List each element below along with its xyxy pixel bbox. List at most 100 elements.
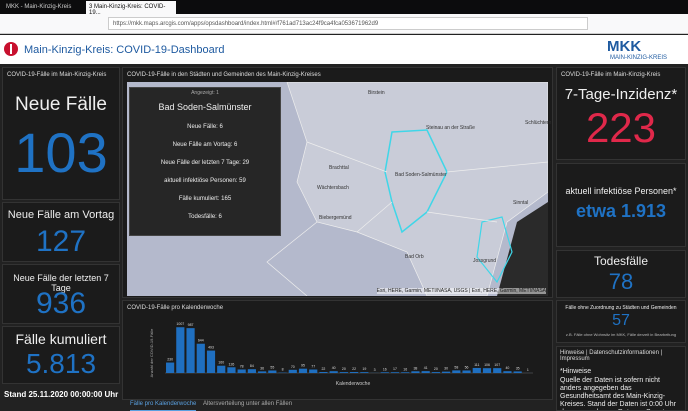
logo: MKK bbox=[607, 38, 642, 55]
bar bbox=[380, 372, 389, 373]
links[interactable]: Hinweise | Datenschutzinformationen | Im… bbox=[560, 350, 663, 362]
place: Wächtersbach bbox=[317, 185, 349, 191]
value-label: 55 bbox=[270, 366, 274, 370]
value-label: 70 bbox=[291, 365, 295, 369]
bar bbox=[258, 371, 267, 373]
card-value: 223 bbox=[585, 104, 657, 151]
value-label: 107 bbox=[494, 363, 500, 367]
value-label: 111 bbox=[474, 363, 479, 367]
card-value: 57 bbox=[612, 312, 630, 329]
value-label: 78 bbox=[240, 364, 244, 368]
card: aktuell infektiöse Personen* etwa 1.913 bbox=[556, 163, 686, 247]
value-label: 8 bbox=[282, 368, 284, 372]
value-label: 987 bbox=[188, 323, 194, 327]
tab[interactable]: MKK - Main-Kinzig-Kreis bbox=[6, 4, 72, 10]
bar bbox=[493, 368, 502, 373]
bar bbox=[411, 371, 420, 373]
bar bbox=[360, 372, 369, 373]
popup-line: aktuell infektiöse Personen: 59 bbox=[164, 178, 246, 184]
card: COVID-19-Fälle im Main-Kinzig-Kreis Neue… bbox=[2, 67, 120, 200]
place: Bad Soden-Salmünster bbox=[395, 172, 447, 178]
bar bbox=[166, 362, 175, 373]
value-label: 22 bbox=[321, 367, 325, 371]
bar bbox=[452, 370, 461, 373]
value-label: 40 bbox=[332, 366, 336, 370]
card-value: 103 bbox=[14, 121, 108, 184]
url-bar[interactable]: https://mkk.maps.arcgis.com/apps/opsdash… bbox=[108, 17, 588, 30]
logo-icon bbox=[4, 42, 18, 56]
place: Jossgrund bbox=[473, 258, 497, 264]
tab[interactable]: Altersverteilung unter allen Fällen bbox=[203, 401, 293, 407]
card: Neue Fälle am Vortag 127 bbox=[2, 202, 120, 262]
value-label: 38 bbox=[413, 366, 417, 370]
card-label: aktuell infektiöse Personen* bbox=[565, 186, 677, 196]
bar bbox=[421, 371, 430, 373]
card-label: 7-Tage-Inzidenz* bbox=[564, 86, 678, 103]
popup-count: Angezeigt: 1 bbox=[191, 90, 219, 96]
bar bbox=[350, 372, 359, 373]
logo-sub: MAIN-KINZIG-KREIS bbox=[610, 55, 668, 61]
chart: Anzahl der COVID-19-Fälle Kalenderwoche … bbox=[149, 322, 533, 387]
tab[interactable]: Fälle pro Kalenderwoche bbox=[130, 401, 197, 411]
card: Fälle ohne Zuordnung zu Städten und Geme… bbox=[556, 300, 686, 343]
bar bbox=[482, 368, 492, 373]
tab-active[interactable]: 3 Main-Kinzig-Kreis: COVID-19... bbox=[86, 1, 176, 16]
card-label: Neue Fälle am Vortag bbox=[7, 209, 115, 221]
bar bbox=[309, 369, 318, 373]
value-label: 41 bbox=[424, 366, 428, 370]
bar bbox=[442, 371, 451, 373]
header: Main-Kinzig-Kreis: COVID-19-Dashboard MK… bbox=[0, 35, 688, 64]
value-label: 16 bbox=[383, 367, 387, 371]
bar bbox=[206, 350, 216, 373]
bar bbox=[339, 372, 348, 373]
place: Bad Orb bbox=[405, 254, 424, 260]
bar bbox=[298, 368, 308, 373]
popup-line: Neue Fälle: 6 bbox=[187, 124, 223, 130]
value-label: 493 bbox=[208, 346, 214, 350]
place: Schlüchtern bbox=[525, 120, 552, 126]
card: Fälle kumuliert 5.813 bbox=[2, 326, 120, 384]
card-heading: COVID-19-Fälle im Main-Kinzig-Kreis bbox=[7, 72, 107, 78]
place: Brachttal bbox=[329, 165, 349, 171]
card-label: Todesfälle bbox=[593, 254, 649, 268]
popup-line: Neue Fälle der letzten 7 Tage: 29 bbox=[160, 160, 250, 166]
y-axis-label: Anzahl der COVID-19-Fälle bbox=[149, 328, 154, 377]
value-label: 84 bbox=[250, 364, 254, 368]
value-label: 95 bbox=[301, 364, 305, 368]
card-value: 5.813 bbox=[25, 348, 97, 379]
popup-title: Bad Soden-Salmünster bbox=[158, 102, 252, 112]
title: Main-Kinzig-Kreis: COVID-19-Dashboard bbox=[24, 44, 225, 56]
bar bbox=[401, 372, 410, 373]
card-heading: COVID-19-Fälle im Main-Kinzig-Kreis bbox=[561, 72, 661, 78]
card-value: etwa 1.913 bbox=[575, 201, 667, 221]
bar bbox=[513, 371, 522, 373]
stand: Stand 25.11.2020 00:00:00 Uhr bbox=[4, 390, 119, 399]
value-label: 160 bbox=[218, 361, 224, 365]
popup: Angezeigt: 1 Bad Soden-Salmünster Neue F… bbox=[129, 87, 281, 236]
value-label: 16 bbox=[403, 367, 407, 371]
value-label: 56 bbox=[465, 365, 469, 369]
attribution: Esri, HERE, Garmin, METI/NASA, USGS | Es… bbox=[376, 288, 546, 294]
value-label: 126 bbox=[229, 362, 235, 366]
value-label: 20 bbox=[342, 367, 346, 371]
value-label: 644 bbox=[198, 339, 204, 343]
bar bbox=[288, 369, 297, 373]
value-label: 19 bbox=[362, 367, 366, 371]
popup-line: Fälle kumuliert: 165 bbox=[178, 196, 232, 202]
value-label: 20 bbox=[434, 367, 438, 371]
card-value: 78 bbox=[608, 269, 634, 294]
bar bbox=[196, 343, 205, 373]
bar bbox=[390, 372, 400, 373]
card-label: Fälle ohne Zuordnung zu Städten und Geme… bbox=[565, 305, 677, 311]
bar bbox=[503, 371, 512, 373]
notes: Hinweise | Datenschutzinformationen | Im… bbox=[556, 346, 686, 411]
chart-panel: COVID-19-Fälle pro Kalenderwoche Anzahl … bbox=[122, 300, 553, 400]
card-label: Neue Fälle bbox=[15, 94, 107, 115]
value-label: 22 bbox=[352, 367, 356, 371]
place: Sinntal bbox=[513, 200, 529, 206]
bar bbox=[319, 372, 328, 373]
bar bbox=[268, 370, 277, 373]
card-value: 127 bbox=[35, 225, 87, 258]
bar bbox=[472, 367, 481, 373]
